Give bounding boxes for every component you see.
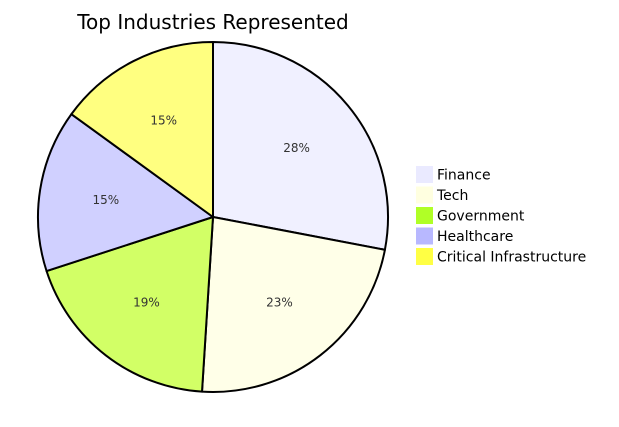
legend-swatch-tech: [416, 186, 433, 204]
legend-swatch-critical-infrastructure: [416, 248, 433, 265]
legend: Finance Tech Government Healthcare Critical …: [416, 166, 586, 266]
slice-value-label-tech: 23%: [266, 296, 293, 310]
legend-label-critical-infrastructure: Critical Infrastructure: [437, 250, 586, 266]
pie-slice-labels: 28% 23% 19% 15% 15%: [92, 113, 309, 309]
pie-slice-healthcare: [37, 113, 214, 273]
slice-value-label-healthcare: 15%: [92, 193, 119, 207]
pie-slice-government: [45, 216, 214, 393]
chart-title: Top Industries Represented: [76, 10, 349, 34]
slice-value-label-finance: 28%: [283, 141, 310, 155]
legend-label-healthcare: Healthcare: [437, 229, 513, 245]
legend-label-tech: Tech: [436, 188, 468, 204]
pie-slice-finance: [212, 41, 389, 251]
slice-value-label-government: 19%: [133, 296, 160, 310]
legend-label-finance: Finance: [437, 168, 491, 184]
pie-slice-critical-infrastructure: [70, 41, 214, 218]
legend-label-government: Government: [437, 209, 525, 225]
legend-swatch-healthcare: [416, 227, 433, 245]
pie-slice-tech: [201, 216, 386, 393]
legend-swatch-finance: [416, 166, 433, 183]
legend-swatch-government: [416, 207, 433, 224]
pie-slices: [37, 41, 389, 393]
slice-value-label-critical-infrastructure: 15%: [150, 113, 177, 127]
